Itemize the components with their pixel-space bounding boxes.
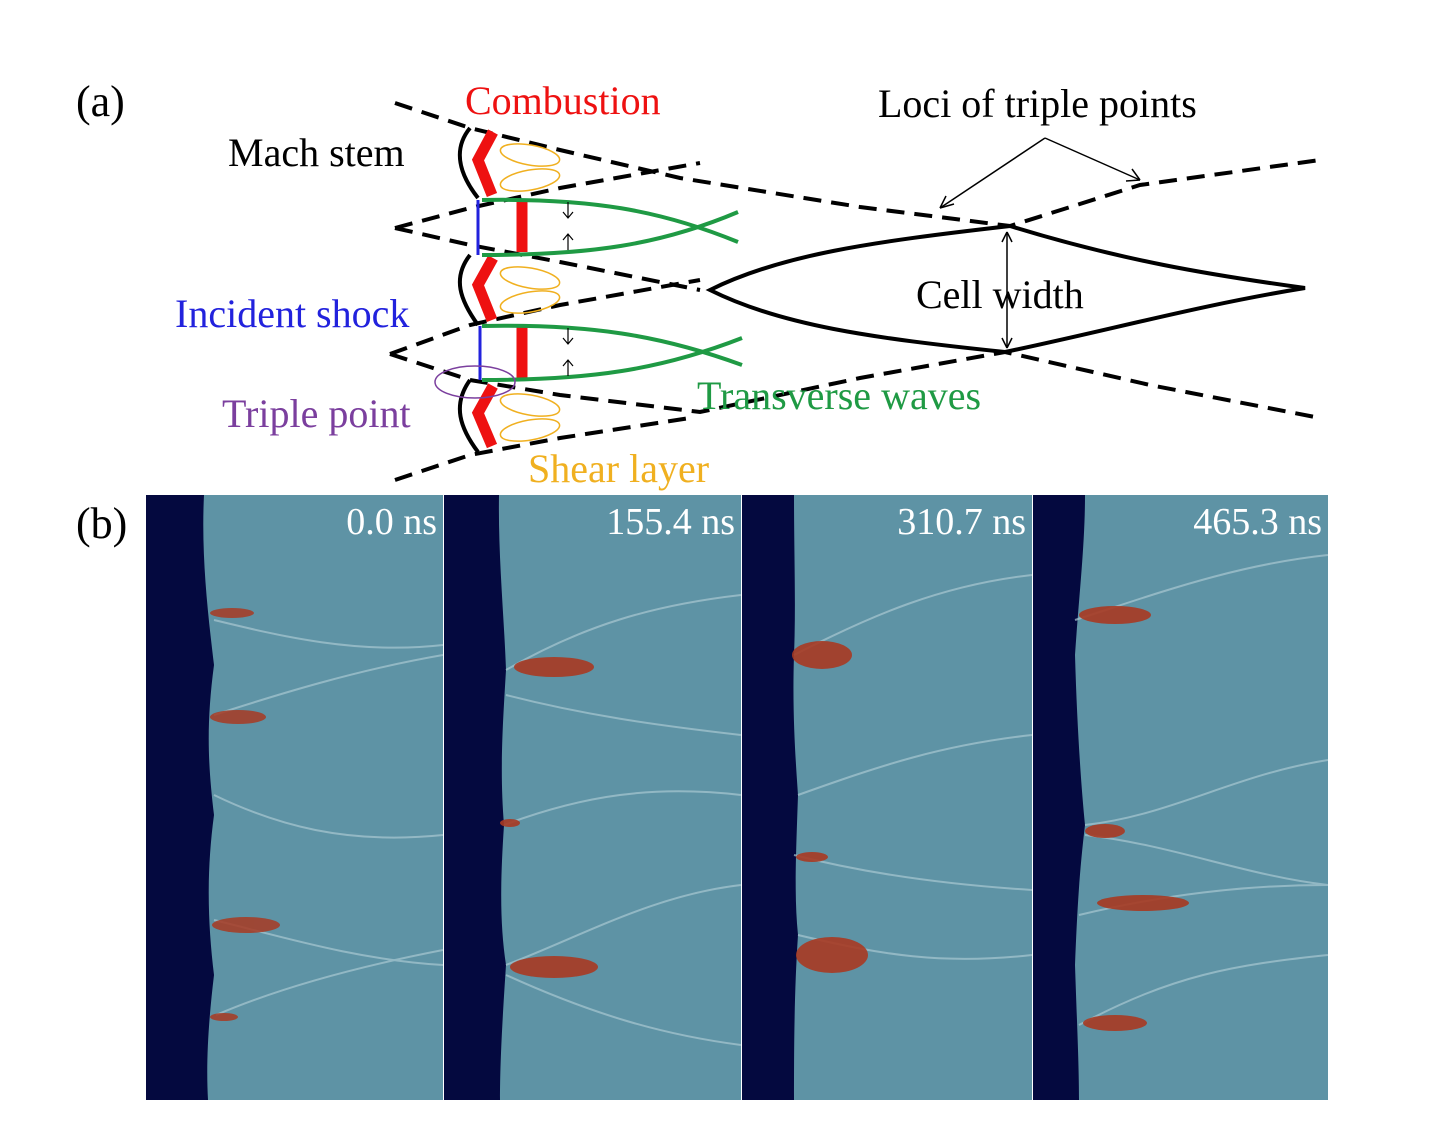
triple-point-marker [434, 365, 516, 399]
frame-3: 310.7 ns [742, 495, 1032, 1100]
frame-3-time: 310.7 ns [897, 501, 1026, 543]
combustion-regions [471, 129, 528, 449]
transverse-waves-label: Transverse waves [697, 373, 981, 418]
frame-2-time: 155.4 ns [606, 501, 735, 543]
cell-width-label: Cell width [916, 272, 1084, 317]
cell-width-arrow [1001, 231, 1013, 349]
incident-shock-label: Incident shock [175, 291, 409, 336]
transverse-wave-lines [481, 197, 743, 382]
frame-3-field [742, 495, 1032, 1100]
frame-1-time: 0.0 ns [346, 501, 437, 543]
frame-4-field [1033, 495, 1328, 1100]
frame-2: 155.4 ns [444, 495, 741, 1100]
transverse-motion-arrows [562, 202, 574, 376]
detonation-cell [705, 223, 1306, 355]
frame-1-field [146, 495, 443, 1100]
loci-arrows [939, 137, 1141, 209]
frame-2-field [444, 495, 741, 1100]
frame-4: 465.3 ns [1033, 495, 1328, 1100]
shear-layer-label: Shear layer [528, 446, 709, 491]
detonation-structure-diagram: Combustion Mach stem Loci of triple poin… [175, 78, 1321, 491]
simulation-frames: 0.0 ns 155.4 ns [146, 495, 1328, 1100]
frame-4-time: 465.3 ns [1193, 501, 1322, 543]
panel-a-label: (a) [76, 77, 125, 126]
triple-point-label: Triple point [222, 391, 411, 436]
panel-b-label: (b) [76, 499, 128, 548]
combustion-label: Combustion [465, 78, 661, 123]
mach-stem-label: Mach stem [228, 130, 405, 175]
incident-shock-lines [476, 200, 482, 380]
frame-1: 0.0 ns [146, 495, 443, 1100]
mach-stem-lines [457, 126, 480, 454]
shear-layer-ellipses [499, 143, 561, 442]
loci-label: Loci of triple points [878, 81, 1197, 126]
